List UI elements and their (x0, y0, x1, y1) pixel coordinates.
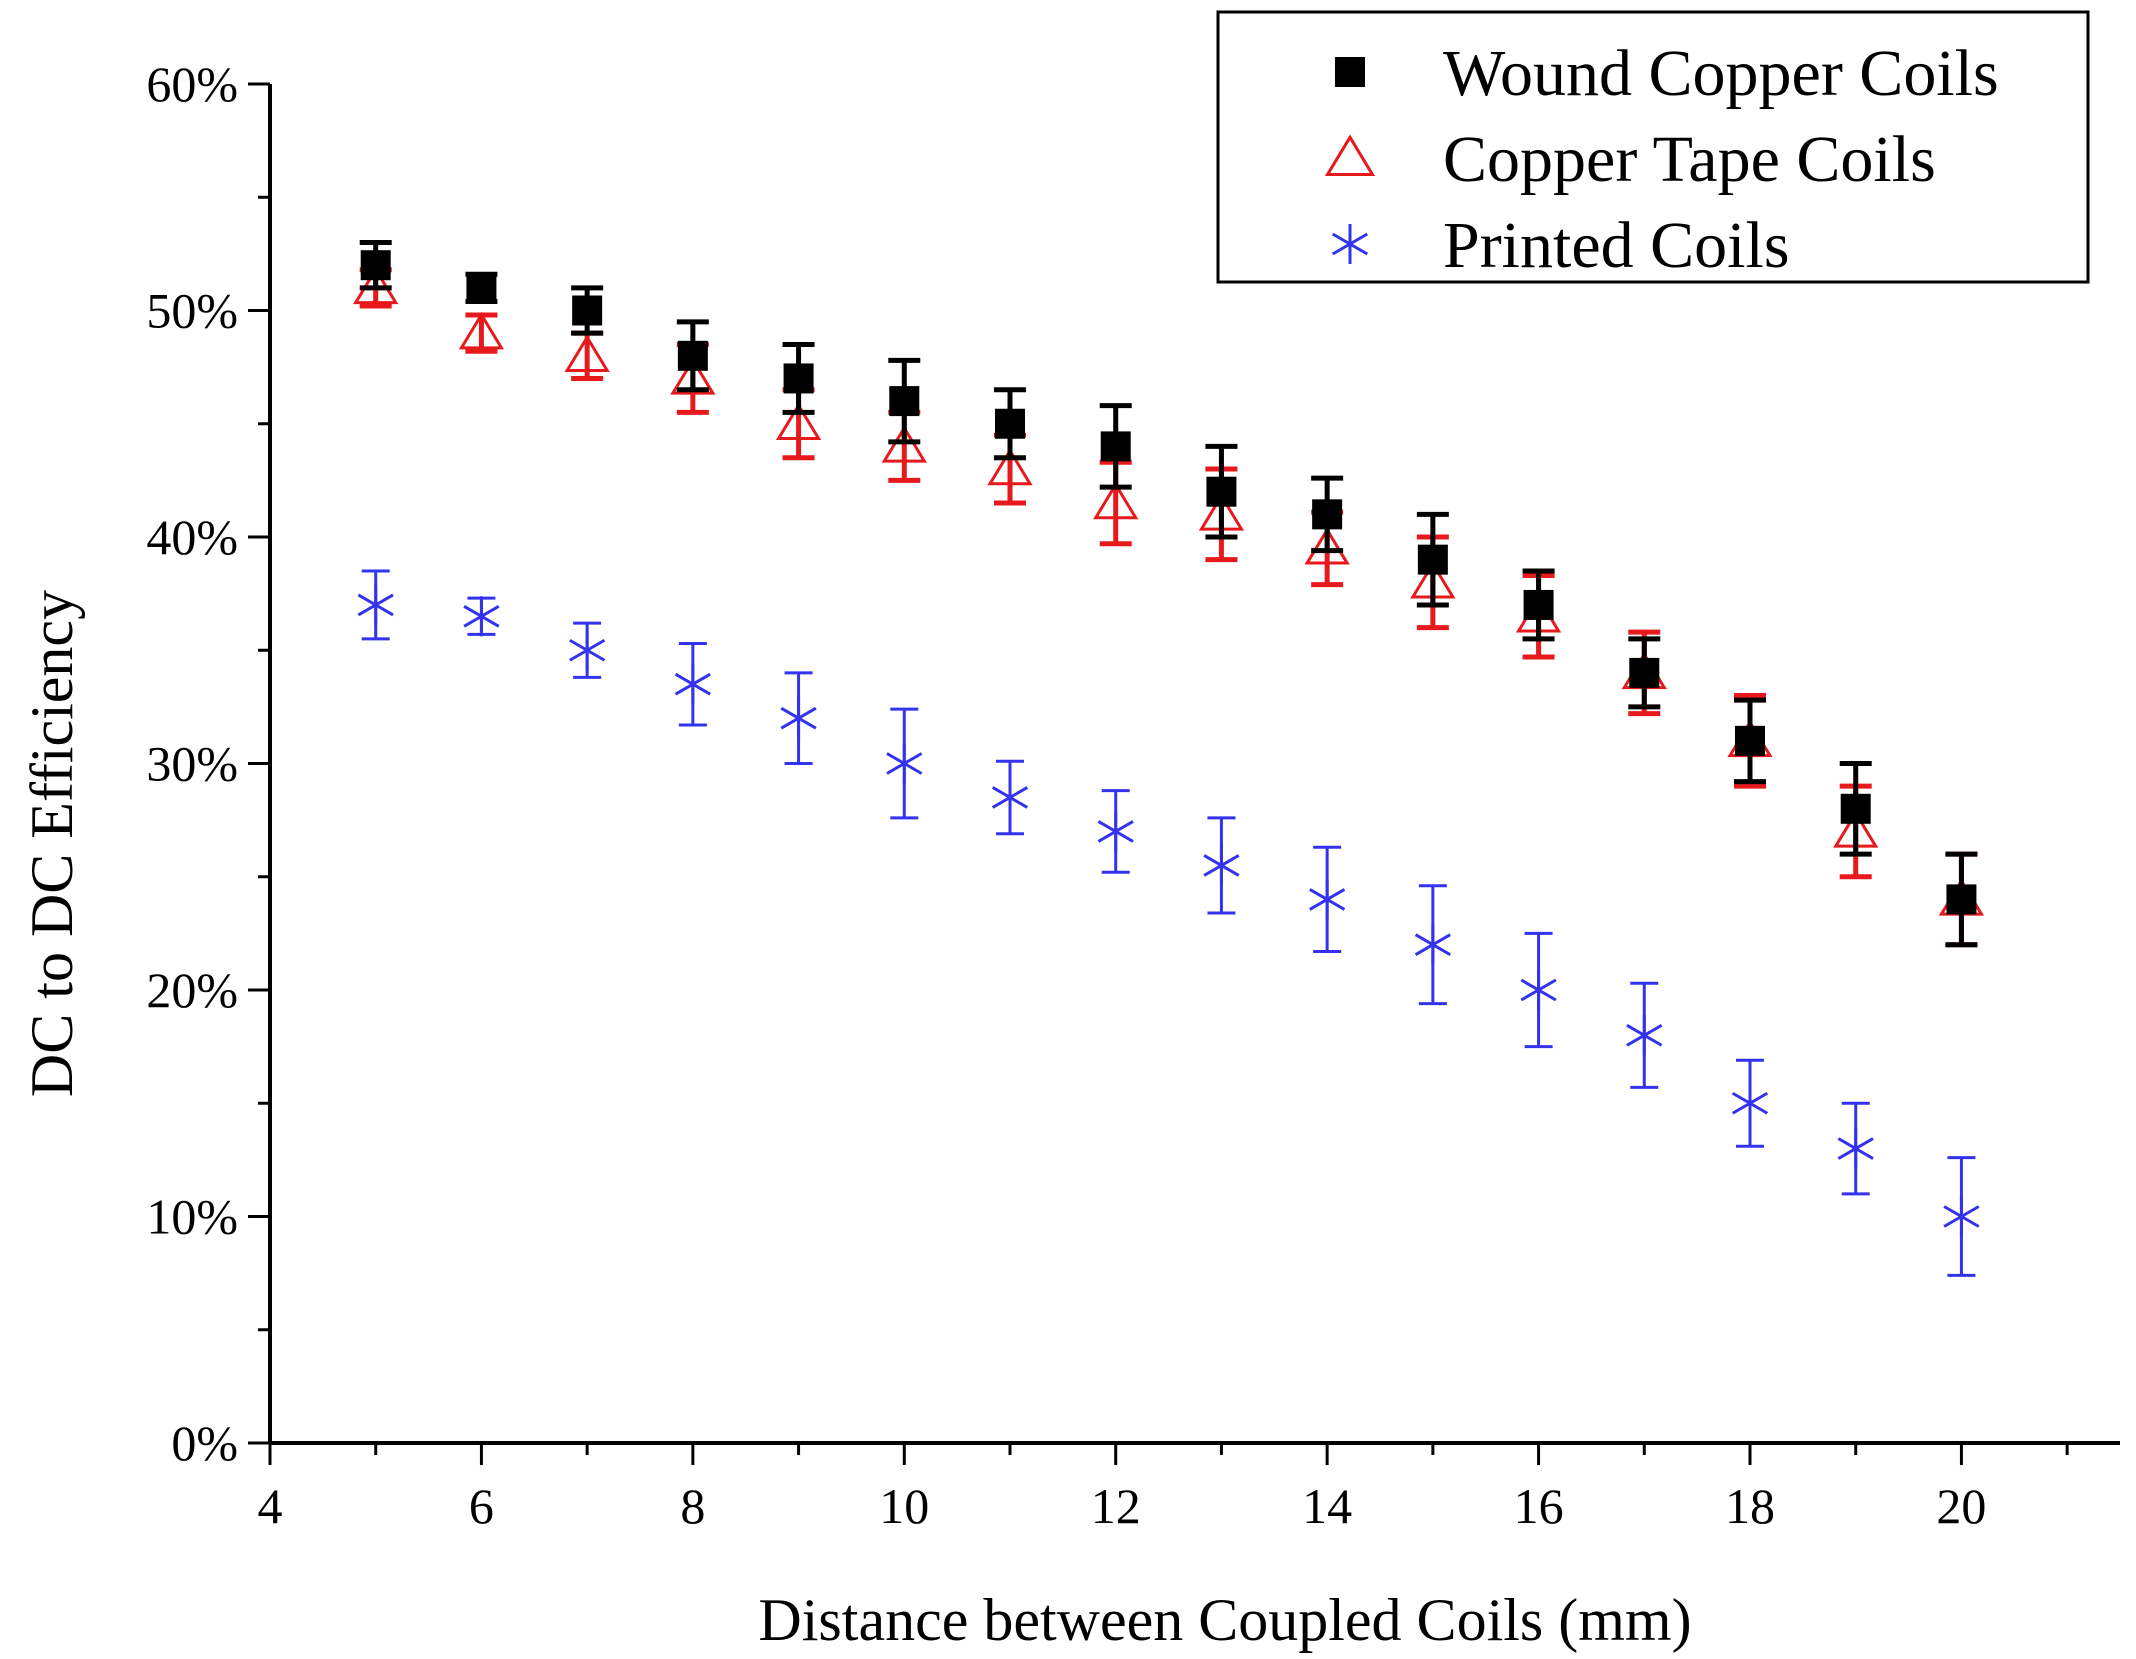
legend-label: Wound Copper Coils (1443, 37, 1999, 110)
asterisk-stroke (569, 638, 606, 662)
square-marker (783, 363, 814, 394)
asterisk-marker (1731, 1083, 1769, 1124)
axes: 4 6 8 10 12 14 16 18 20 0% 10% 20% 30% 40% 50% 60% (146, 56, 2120, 1534)
asterisk-stroke (1731, 1091, 1769, 1115)
y-tick-label: 50% (146, 283, 238, 339)
asterisk-marker (1520, 970, 1557, 1010)
x-axis-label: Distance between Coupled Coils (mm) (758, 1587, 1691, 1653)
asterisk-marker (1626, 1015, 1663, 1056)
triangle-marker (670, 357, 716, 395)
x-tick-label: 6 (469, 1478, 494, 1534)
square-marker (1312, 499, 1343, 530)
asterisk-stroke (674, 672, 711, 696)
x-tick-label: 10 (879, 1478, 929, 1534)
series-copper-tape-coils (353, 266, 1985, 948)
triangle-marker (564, 334, 610, 373)
triangle-marker (987, 447, 1033, 486)
square-marker (677, 340, 708, 371)
asterisk-stroke (1414, 933, 1451, 956)
y-axis-label: DC to DC Efficiency (19, 590, 85, 1097)
x-tick-label: 20 (1936, 1478, 1986, 1534)
triangle-marker (458, 311, 505, 350)
asterisk-marker (674, 664, 711, 705)
asterisk-stroke (1837, 1137, 1874, 1160)
legend: Wound Copper Coils Copper Tape Coils Print… (1216, 10, 2090, 284)
square-marker (1629, 657, 1660, 688)
series-wound-copper-coils (359, 240, 1978, 948)
asterisk-marker (1097, 811, 1134, 852)
legend-label: Copper Tape Coils (1443, 123, 1936, 196)
y-tick-label: 60% (146, 56, 238, 112)
x-tick-label: 18 (1725, 1478, 1775, 1534)
asterisk-marker (1943, 1196, 1980, 1237)
series-layer (353, 240, 1985, 1277)
square-marker (1735, 725, 1765, 756)
asterisk-marker (357, 584, 394, 625)
legend-entry: Printed Coils (1331, 209, 1790, 282)
y-tick-label: 0% (171, 1415, 238, 1471)
asterisk-marker (1309, 879, 1346, 920)
asterisk-marker (1331, 224, 1369, 264)
y-tick-label: 40% (146, 509, 238, 565)
square-marker (889, 386, 920, 417)
asterisk-stroke (1203, 854, 1240, 877)
x-tick-label: 8 (680, 1478, 705, 1534)
x-tick-label: 14 (1302, 1478, 1352, 1534)
asterisk-marker (1414, 924, 1451, 965)
square-marker (1335, 57, 1365, 87)
asterisk-stroke (1943, 1205, 1980, 1228)
triangle-marker (1093, 481, 1139, 520)
square-marker (1840, 793, 1871, 824)
asterisk-stroke (1097, 820, 1134, 843)
square-marker (1946, 884, 1977, 915)
square-marker (572, 295, 603, 326)
square-marker (1523, 589, 1554, 620)
asterisk-marker (991, 777, 1029, 818)
triangle-marker (1304, 527, 1350, 565)
asterisk-stroke (1309, 888, 1346, 911)
asterisk-marker (1203, 845, 1240, 886)
asterisk-marker (463, 596, 500, 637)
asterisk-stroke (1520, 978, 1557, 1002)
asterisk-stroke (991, 786, 1029, 809)
legend-label: Printed Coils (1443, 209, 1790, 282)
y-tick-label: 30% (146, 736, 238, 792)
asterisk-stroke (780, 706, 817, 730)
asterisk-stroke (463, 604, 500, 628)
x-tick-label: 12 (1091, 1478, 1141, 1534)
y-tick-label: 20% (146, 962, 238, 1018)
asterisk-stroke (886, 752, 923, 775)
legend-entry: Wound Copper Coils (1335, 37, 1999, 110)
series-printed-coils (357, 569, 1980, 1277)
square-marker (1206, 476, 1237, 507)
square-marker (995, 408, 1025, 439)
asterisk-stroke (1331, 232, 1369, 256)
asterisk-stroke (1626, 1024, 1663, 1047)
legend-entry: Copper Tape Coils (1324, 123, 1936, 196)
asterisk-marker (886, 743, 923, 784)
square-marker (1417, 544, 1448, 575)
asterisk-marker (569, 630, 606, 671)
y-tick-label: 10% (146, 1189, 238, 1245)
asterisk-stroke (357, 593, 394, 617)
asterisk-marker (780, 698, 817, 739)
x-tick-label: 4 (258, 1478, 283, 1534)
triangle-marker (881, 425, 927, 463)
triangle-marker (775, 402, 822, 440)
square-marker (360, 250, 391, 281)
square-marker (466, 272, 497, 303)
x-tick-label: 16 (1514, 1478, 1564, 1534)
square-marker (1100, 431, 1131, 462)
triangle-marker (1324, 134, 1376, 177)
asterisk-marker (1837, 1128, 1874, 1169)
